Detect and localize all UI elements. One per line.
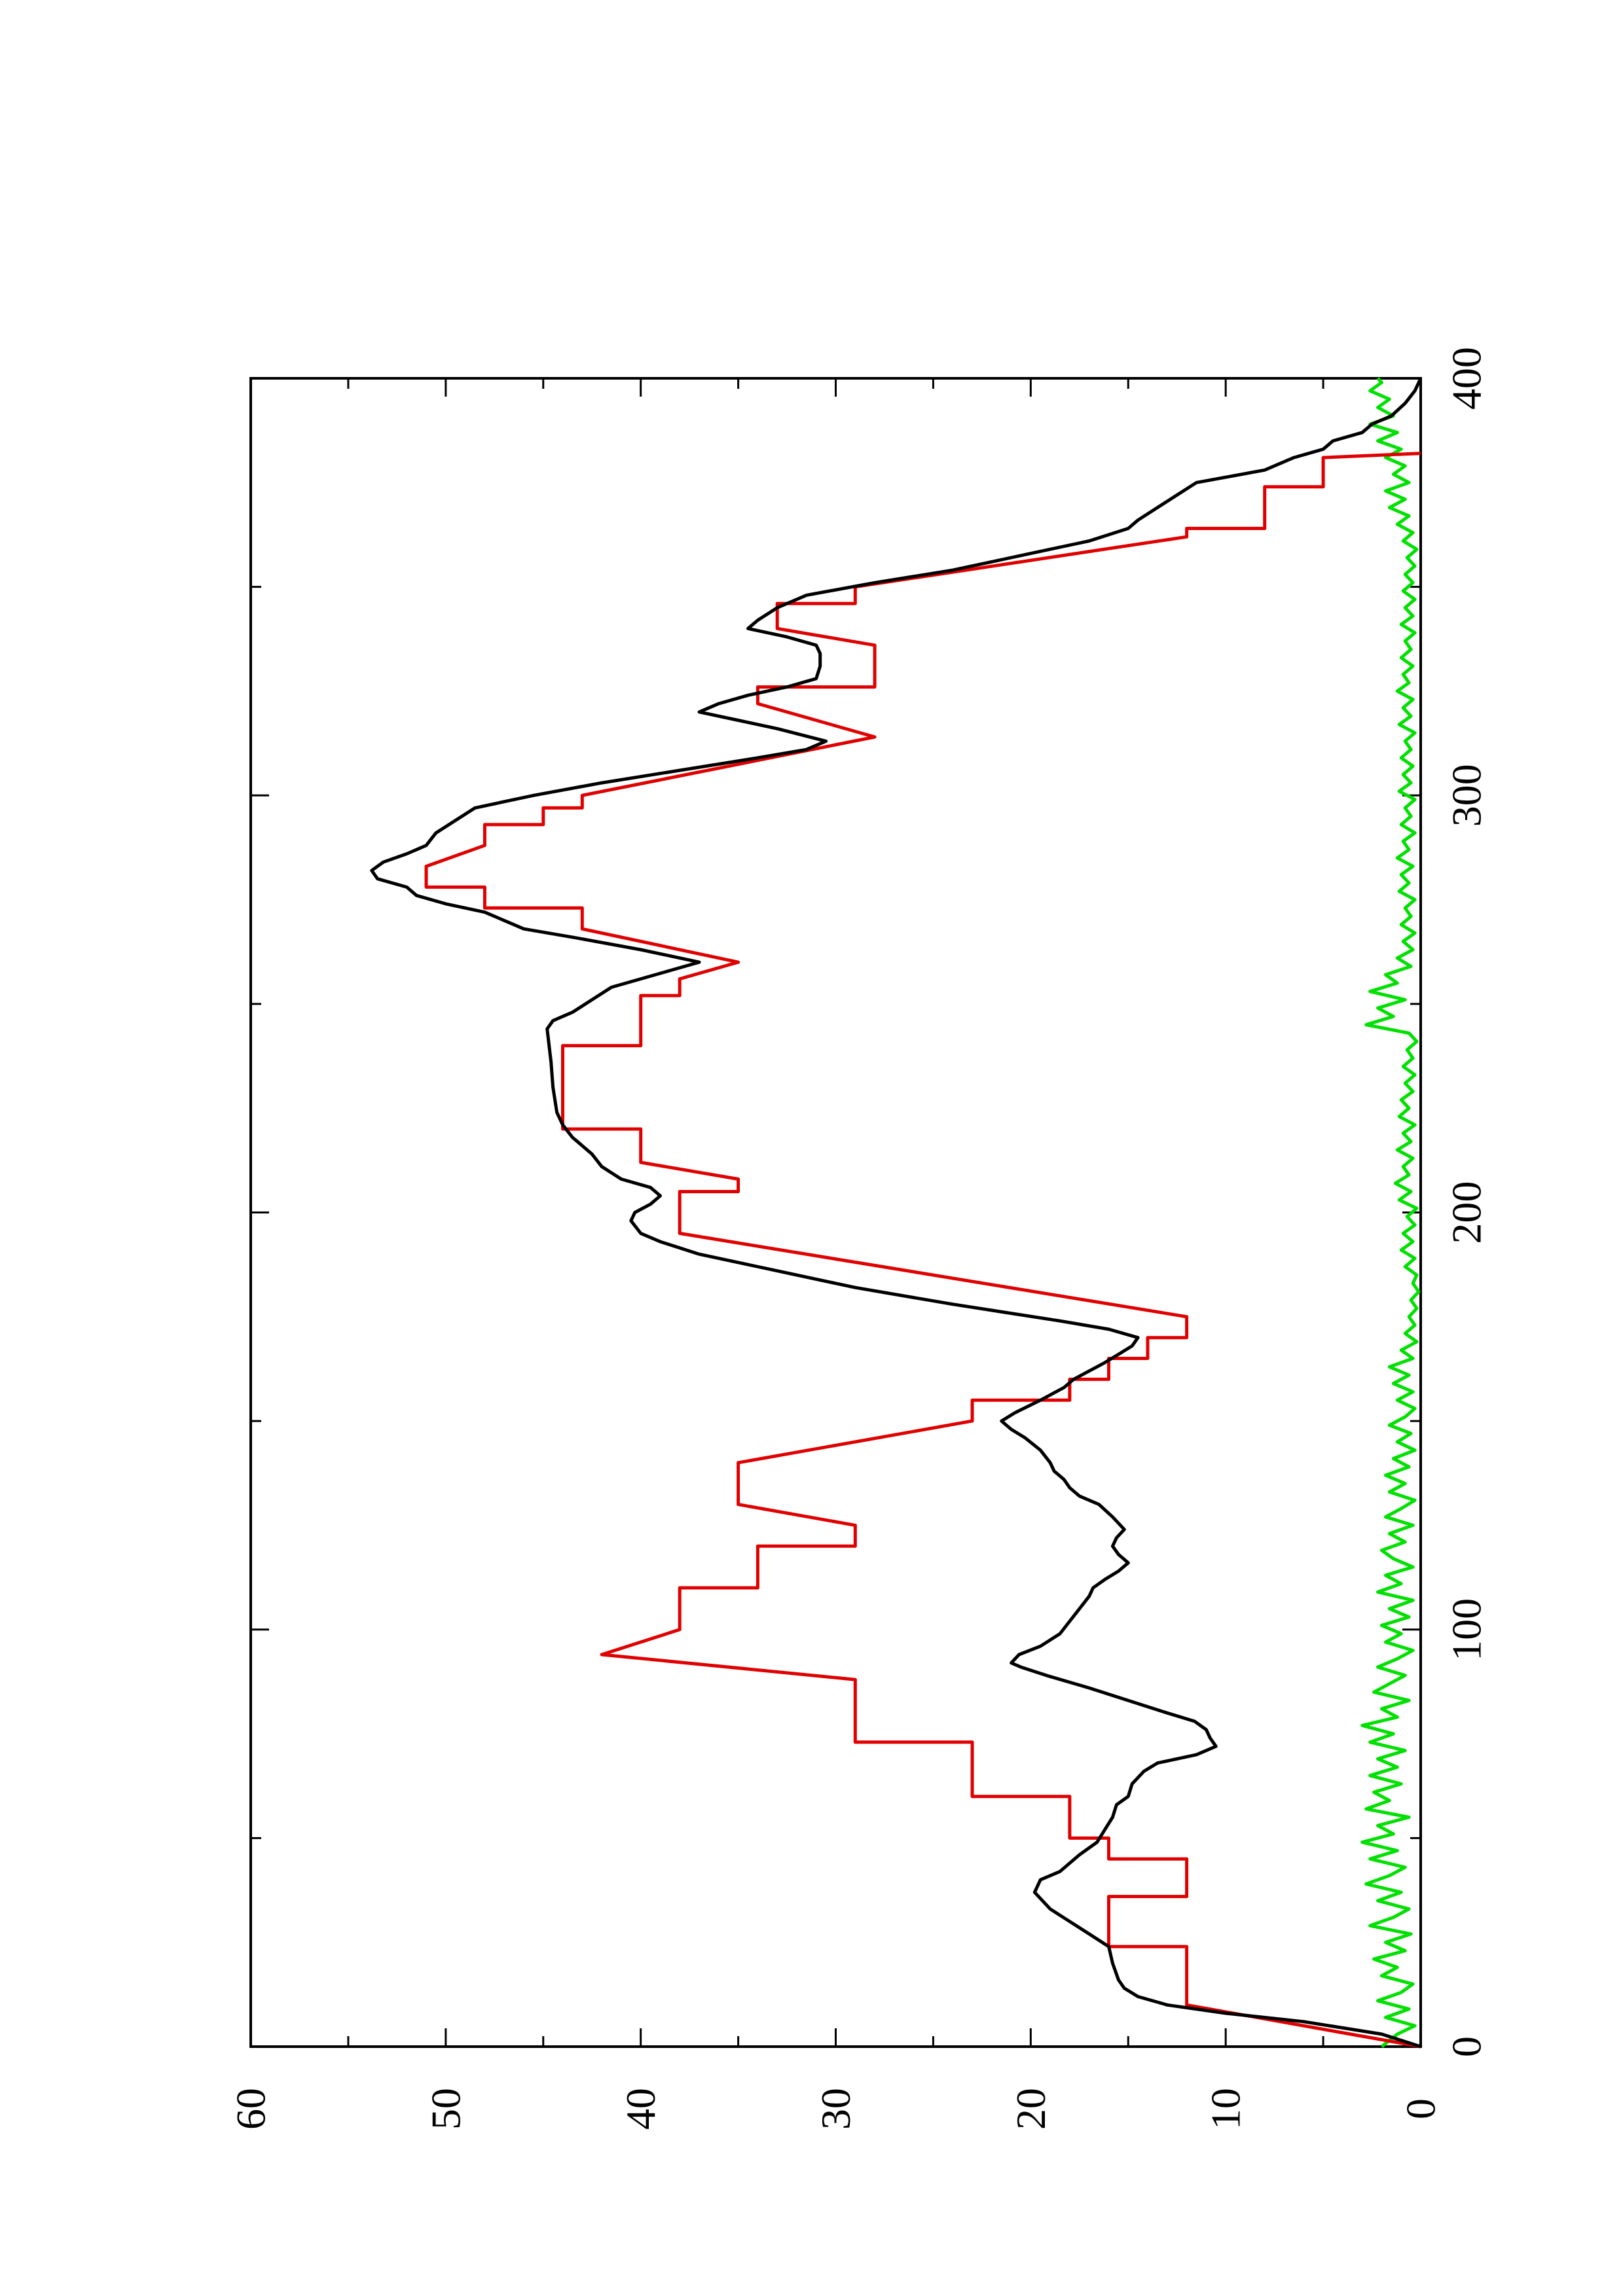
axis-tick-labels: 0 100 200 300 400 0 10 20 30 40 50 60 <box>228 347 1490 2130</box>
y-tick-label: 60 <box>228 2088 274 2130</box>
y-tick-label: 30 <box>812 2088 859 2130</box>
series-black-line <box>370 377 1423 2049</box>
axis-ticks <box>249 377 1422 2048</box>
y-tick-label: 50 <box>422 2088 469 2130</box>
series-layer <box>370 377 1423 2049</box>
x-tick-label: 300 <box>1444 764 1490 827</box>
plot-border <box>249 377 1422 2048</box>
series-green-line <box>1360 377 1421 2048</box>
y-tick-label: 20 <box>1008 2088 1054 2130</box>
x-tick-label: 400 <box>1444 347 1490 410</box>
plot-frame <box>249 377 1422 2048</box>
series-red-line <box>424 452 1421 2049</box>
y-tick-label: 10 <box>1203 2088 1249 2130</box>
x-tick-label: 0 <box>1444 2036 1490 2057</box>
y-tick-label: 40 <box>617 2088 664 2130</box>
x-tick-label: 200 <box>1444 1181 1490 1244</box>
y-tick-label: 0 <box>1398 2098 1444 2119</box>
x-tick-label: 100 <box>1444 1598 1490 1661</box>
